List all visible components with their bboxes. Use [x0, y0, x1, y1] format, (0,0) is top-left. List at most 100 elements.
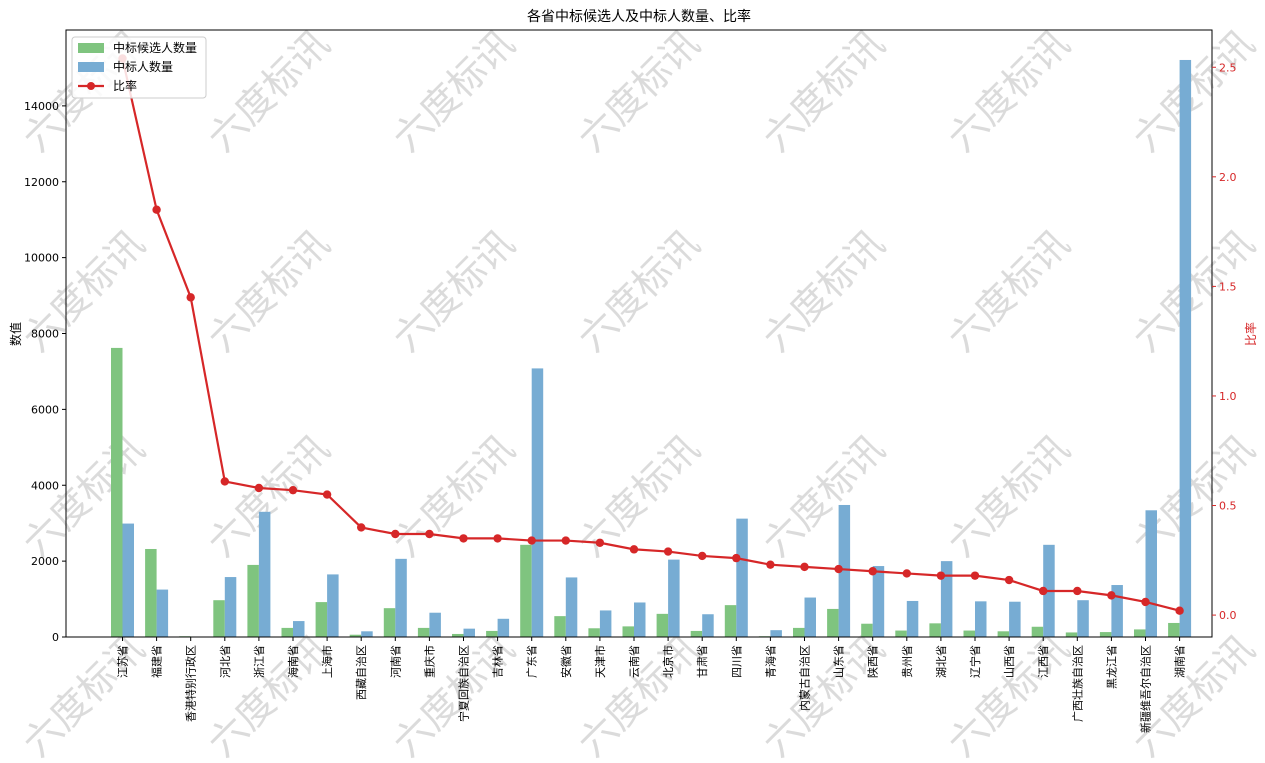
ratio-point	[698, 551, 707, 561]
bar-candidates	[793, 627, 805, 637]
bar-winners	[531, 368, 544, 637]
bar-winners	[463, 628, 475, 637]
bar-winners	[975, 601, 987, 637]
ratio-point	[493, 534, 502, 543]
bar-candidates	[724, 605, 737, 637]
x-tick-label: 江苏省	[117, 645, 130, 678]
x-tick-label: 安徽省	[559, 645, 573, 678]
ratio-point	[254, 483, 264, 493]
x-tick-label: 山西省	[1003, 645, 1016, 678]
x-tick-label: 陕西省	[866, 645, 880, 678]
x-tick-label: 辽宁省	[968, 645, 982, 678]
y2-tick-label: 0.0	[1219, 609, 1237, 622]
legend-swatch	[78, 62, 104, 72]
ratio-point	[1107, 591, 1116, 600]
ratio-point	[1141, 597, 1150, 607]
bar-candidates	[315, 602, 328, 637]
legend-marker	[87, 82, 95, 90]
bar-winners	[1111, 585, 1123, 637]
x-tick-label: 北京市	[661, 645, 675, 678]
bar-candidates	[827, 608, 839, 637]
bar-winners	[634, 602, 646, 637]
bar-winners	[497, 618, 510, 637]
x-tick-label: 河北省	[219, 645, 232, 678]
x-tick-label: 甘肃省	[696, 645, 709, 678]
ratio-point	[936, 571, 946, 580]
bar-winners	[599, 610, 612, 637]
y-tick-label: 0	[52, 631, 59, 644]
x-tick-label: 浙江省	[253, 645, 266, 678]
x-tick-label: 内蒙古自治区	[798, 645, 812, 711]
y2-axis-label: 比率	[1243, 322, 1258, 346]
bar-winners	[429, 612, 441, 637]
bar-candidates	[895, 630, 907, 637]
bar-candidates	[588, 628, 600, 637]
bar-winners	[872, 566, 885, 637]
ratio-point	[970, 571, 980, 580]
bar-candidates	[145, 548, 157, 637]
bar-candidates	[213, 600, 225, 637]
ratio-point	[322, 490, 332, 499]
ratio-point	[527, 536, 536, 545]
x-tick-label: 湖北省	[935, 645, 948, 678]
y2-tick-label: 2.5	[1219, 61, 1237, 74]
x-tick-label: 贵州省	[901, 645, 914, 678]
bar-winners	[565, 577, 578, 637]
bar-winners	[327, 574, 339, 637]
y-tick-label: 6000	[31, 403, 59, 416]
bar-winners	[838, 504, 851, 637]
x-tick-label: 重庆市	[422, 645, 436, 678]
bar-candidates	[1168, 622, 1180, 637]
y-tick-label: 14000	[24, 100, 59, 113]
x-tick-label: 香港特别行政区	[184, 645, 198, 722]
y2-tick-label: 0.5	[1219, 500, 1237, 513]
ratio-line-layer	[118, 54, 1184, 615]
x-tick-label: 青海省	[763, 645, 777, 678]
bar-winners	[940, 561, 953, 637]
y-tick-label: 4000	[31, 479, 59, 492]
x-tick-label: 广东省	[526, 645, 539, 678]
bar-candidates	[690, 630, 703, 637]
bar-candidates	[1065, 632, 1078, 637]
legend-box	[71, 36, 207, 99]
ratio-point	[186, 293, 195, 302]
y-tick-label: 2000	[31, 555, 59, 568]
bar-candidates	[622, 626, 634, 637]
ratio-point	[1039, 586, 1048, 596]
ratio-point	[561, 536, 570, 545]
bar-candidates	[861, 623, 873, 637]
bar-candidates	[1031, 626, 1044, 637]
y-axis-label: 数值	[8, 322, 23, 346]
x-tick-label: 云南省	[628, 645, 641, 678]
x-tick-label: 江西省	[1037, 645, 1050, 678]
bar-candidates	[554, 616, 566, 637]
legend-label: 中标候选人数量	[113, 40, 197, 55]
ratio-point	[357, 523, 366, 532]
bar-candidates	[656, 613, 669, 637]
bar-winners	[702, 614, 714, 637]
ratio-point	[391, 529, 400, 539]
axes-layer: 0 2000 4000 6000 8000 10000 12000 14000 0.0 0.5 1.…	[24, 29, 1237, 733]
ratio-point	[220, 477, 229, 486]
x-tick-label: 海南省	[286, 645, 300, 678]
bar-winners	[906, 600, 919, 637]
bar-winners	[1179, 59, 1192, 637]
bar-candidates	[247, 564, 259, 637]
ratio-point	[629, 545, 639, 554]
ratio-point	[1073, 586, 1082, 596]
bar-winners	[736, 518, 748, 637]
ratio-point	[834, 564, 843, 574]
bar-winners	[1009, 601, 1021, 637]
bar-candidates	[281, 627, 293, 637]
ratio-point	[800, 562, 809, 572]
bar-winners	[361, 631, 373, 637]
bar-candidates	[349, 634, 362, 637]
bar-candidates	[997, 631, 1010, 637]
y-tick-label: 10000	[24, 252, 59, 265]
x-tick-label: 西藏自治区	[354, 645, 368, 700]
y-tick-label: 8000	[31, 328, 59, 341]
ratio-point	[288, 485, 298, 495]
ratio-point	[663, 547, 673, 556]
